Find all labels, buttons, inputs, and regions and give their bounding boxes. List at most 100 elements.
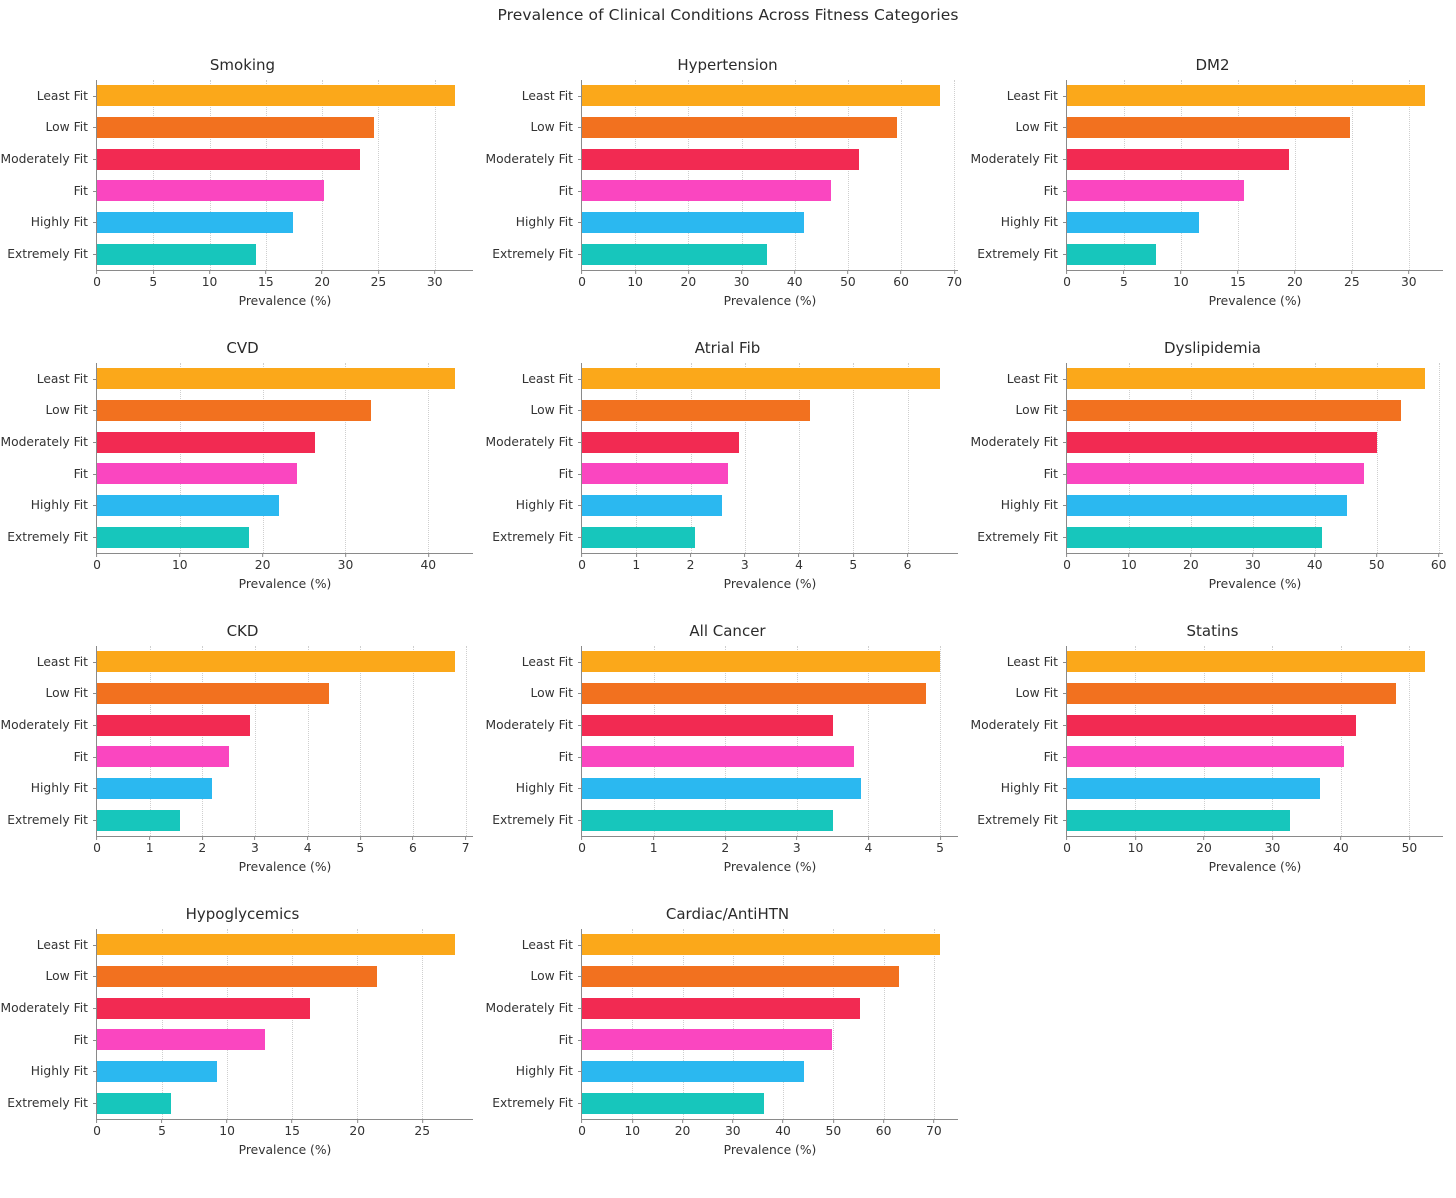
bar-highly-fit[interactable]	[582, 1061, 805, 1082]
bar-least-fit[interactable]	[582, 934, 940, 956]
y-tick-mark	[578, 159, 582, 161]
bar-fit[interactable]	[582, 463, 729, 485]
bar-low-fit[interactable]	[1067, 683, 1397, 704]
bar-moderately-fit[interactable]	[582, 148, 860, 170]
y-tick-mark	[1063, 254, 1067, 256]
y-tick-mark	[93, 222, 97, 224]
bar-low-fit[interactable]	[582, 966, 899, 987]
bar-fit[interactable]	[97, 463, 298, 485]
bar-row: Low Fit	[530, 966, 958, 987]
bar-least-fit[interactable]	[582, 368, 941, 390]
bar-extremely-fit[interactable]	[582, 526, 695, 548]
x-tick: 6	[904, 553, 911, 572]
x-tick-label: 5	[849, 558, 858, 572]
bar-highly-fit[interactable]	[1067, 212, 1200, 233]
x-tick: 3	[251, 836, 259, 855]
bar-series: Least Fit Low Fit Moderately Fit Fit Highly …	[0, 80, 473, 270]
bar-highly-fit[interactable]	[97, 495, 280, 516]
bar-least-fit[interactable]	[97, 934, 455, 956]
x-tick-label: 1	[632, 558, 641, 572]
bar-fit[interactable]	[97, 1029, 265, 1051]
bar-fit[interactable]	[1067, 180, 1244, 202]
bar-least-fit[interactable]	[1067, 368, 1426, 390]
plot-area: Least Fit Low Fit Moderately Fit Fit Highly …	[970, 80, 1443, 308]
y-tick-mark	[93, 505, 97, 507]
x-tick-label: 10	[624, 1124, 641, 1138]
bar-moderately-fit[interactable]	[582, 997, 860, 1019]
x-tick-mark	[427, 553, 429, 557]
bar-low-fit[interactable]	[582, 117, 897, 138]
bar-row: Highly Fit	[31, 778, 473, 799]
bar-fit[interactable]	[97, 180, 325, 202]
bar-low-fit[interactable]	[1067, 117, 1350, 138]
x-tick-mark	[149, 836, 151, 840]
bar-low-fit[interactable]	[97, 400, 372, 421]
bar-fit[interactable]	[1067, 746, 1344, 768]
bar-extremely-fit[interactable]	[97, 809, 181, 831]
x-axis-label: Prevalence (%)	[238, 860, 332, 874]
x-tick-mark	[359, 836, 361, 840]
bar-moderately-fit[interactable]	[97, 714, 250, 736]
bar-extremely-fit[interactable]	[97, 1092, 172, 1114]
bar-least-fit[interactable]	[97, 651, 456, 673]
bar-extremely-fit[interactable]	[97, 243, 256, 265]
y-tick-mark	[1063, 725, 1067, 727]
bar-extremely-fit[interactable]	[1067, 526, 1323, 548]
bar-least-fit[interactable]	[582, 85, 940, 107]
bar-low-fit[interactable]	[97, 117, 374, 138]
bar-moderately-fit[interactable]	[1067, 714, 1357, 736]
bar-extremely-fit[interactable]	[582, 809, 833, 831]
x-tick-mark	[262, 553, 264, 557]
x-tick-label: 10	[1127, 841, 1144, 855]
x-tick: 70	[926, 1119, 942, 1138]
bar-low-fit[interactable]	[97, 683, 329, 704]
bar-extremely-fit[interactable]	[582, 243, 768, 265]
bar-highly-fit[interactable]	[582, 212, 805, 233]
bar-least-fit[interactable]	[582, 651, 941, 673]
bar-low-fit[interactable]	[97, 966, 377, 987]
bar-fit[interactable]	[1067, 463, 1365, 485]
bar-least-fit[interactable]	[97, 368, 455, 390]
x-tick-mark	[631, 1119, 633, 1123]
bar-extremely-fit[interactable]	[1067, 243, 1156, 265]
y-tick-mark	[1063, 127, 1067, 129]
y-tick-mark	[93, 254, 97, 256]
bar-highly-fit[interactable]	[1067, 495, 1347, 516]
y-tick-label-fit: Fit	[558, 183, 573, 198]
bar-row: Moderately Fit	[485, 431, 958, 453]
bar-least-fit[interactable]	[1067, 651, 1426, 673]
bar-fit[interactable]	[582, 180, 832, 202]
bar-highly-fit[interactable]	[97, 778, 212, 799]
bar-extremely-fit[interactable]	[1067, 809, 1290, 831]
bar-highly-fit[interactable]	[97, 212, 293, 233]
bar-fit[interactable]	[582, 746, 855, 768]
bar-moderately-fit[interactable]	[97, 431, 315, 453]
x-tick: 2	[721, 836, 729, 855]
y-tick-label-least-fit: Least Fit	[521, 937, 573, 952]
bar-fit[interactable]	[582, 1029, 832, 1051]
bar-highly-fit[interactable]	[582, 778, 861, 799]
bar-moderately-fit[interactable]	[582, 714, 833, 736]
bar-highly-fit[interactable]	[97, 1061, 217, 1082]
x-tick-label: 10	[1121, 558, 1137, 572]
x-tick-mark	[1190, 553, 1192, 557]
x-tick-mark	[782, 1119, 784, 1123]
bar-low-fit[interactable]	[582, 400, 810, 421]
bar-highly-fit[interactable]	[1067, 778, 1320, 799]
y-tick-label-low-fit: Low Fit	[1015, 120, 1058, 135]
bar-low-fit[interactable]	[1067, 400, 1402, 421]
bar-least-fit[interactable]	[97, 85, 455, 107]
bar-fit[interactable]	[97, 746, 229, 768]
bar-moderately-fit[interactable]	[582, 431, 740, 453]
bar-extremely-fit[interactable]	[97, 526, 249, 548]
bar-moderately-fit[interactable]	[97, 997, 311, 1019]
bar-moderately-fit[interactable]	[1067, 431, 1378, 453]
bar-low-fit[interactable]	[582, 683, 926, 704]
bar-extremely-fit[interactable]	[582, 1092, 765, 1114]
bar-least-fit[interactable]	[1067, 85, 1425, 107]
x-tick: 4	[304, 836, 312, 855]
bar-highly-fit[interactable]	[582, 495, 722, 516]
bar-moderately-fit[interactable]	[1067, 148, 1290, 170]
bar-moderately-fit[interactable]	[97, 148, 361, 170]
bar-row: Fit	[74, 1029, 473, 1051]
